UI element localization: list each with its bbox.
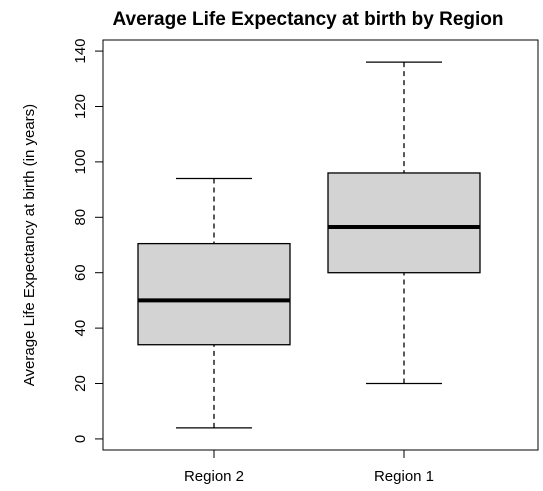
y-tick-label: 40 [72, 320, 89, 337]
y-tick-label: 0 [72, 435, 89, 443]
y-tick-label: 140 [72, 39, 89, 64]
x-tick-label: Region 2 [184, 468, 244, 485]
y-tick-label: 60 [72, 264, 89, 281]
x-tick-label: Region 1 [374, 468, 434, 485]
y-tick-label: 20 [72, 375, 89, 392]
chart-title: Average Life Expectancy at birth by Regi… [112, 9, 503, 30]
y-tick-label: 120 [72, 94, 89, 119]
box [327, 172, 481, 274]
box [137, 242, 291, 346]
y-axis-label: Average Life Expectancy at birth (in yea… [21, 104, 38, 386]
y-tick-label: 80 [72, 209, 89, 226]
y-tick-label: 100 [72, 149, 89, 174]
